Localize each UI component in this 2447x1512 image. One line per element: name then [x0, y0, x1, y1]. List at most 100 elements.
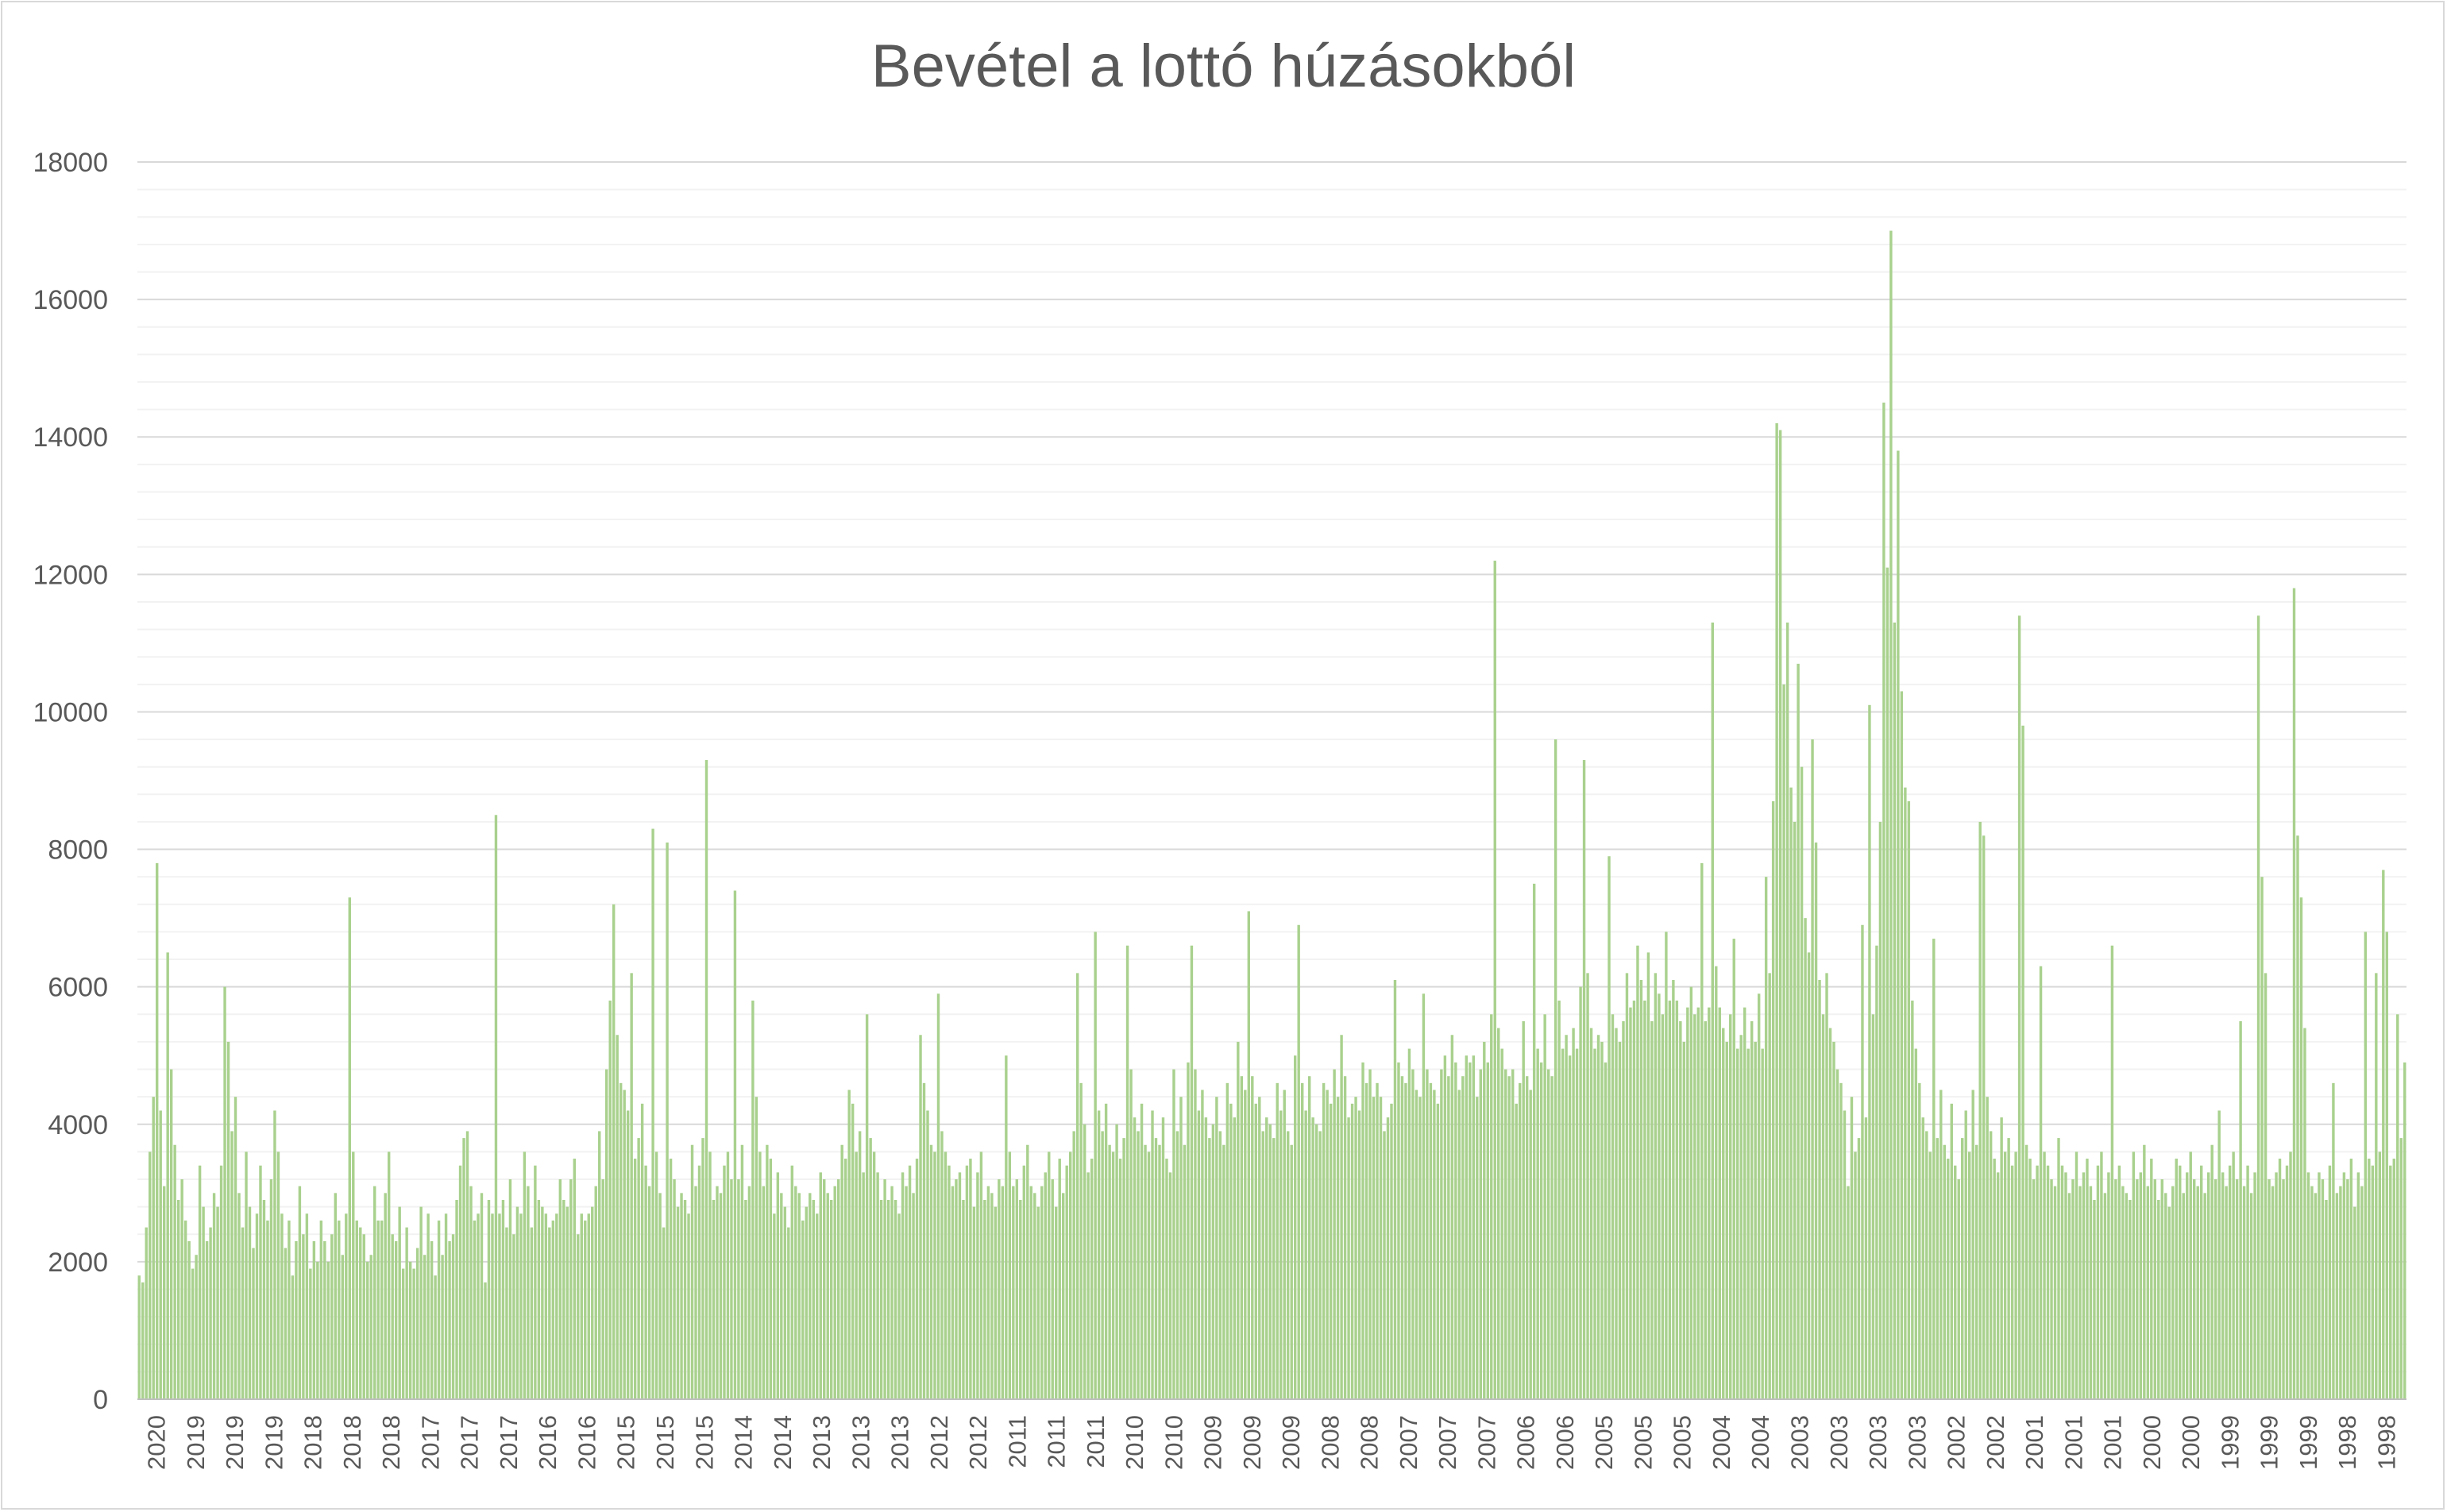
x-tick-label: 1999: [2216, 1415, 2244, 1470]
bar: [2256, 615, 2260, 1399]
bar: [2296, 835, 2299, 1399]
bar: [1968, 1151, 1971, 1399]
bar: [2171, 1186, 2175, 1399]
bar: [369, 1255, 372, 1399]
bar: [651, 828, 654, 1399]
bar: [1083, 1124, 1086, 1399]
bar: [415, 1248, 419, 1399]
bar: [2378, 1151, 2382, 1399]
bar: [1646, 952, 1650, 1399]
bar: [562, 1199, 565, 1399]
bar: [551, 1220, 555, 1399]
bar: [359, 1227, 362, 1399]
bar: [1297, 924, 1300, 1399]
bar: [1407, 1048, 1411, 1399]
bar: [1254, 1103, 1257, 1399]
bar: [2021, 725, 2024, 1399]
bar: [1608, 856, 1611, 1399]
bar: [198, 1165, 202, 1399]
bar: [191, 1268, 195, 1399]
bar: [1871, 1014, 1875, 1399]
bar: [897, 1213, 901, 1399]
bar: [1775, 422, 1778, 1399]
x-tick-label: 2009: [1238, 1415, 1266, 1470]
x-tick-label: 2014: [730, 1415, 758, 1470]
bar: [355, 1220, 358, 1399]
bar: [762, 1186, 766, 1399]
bar: [1118, 1159, 1122, 1399]
bar: [1750, 1020, 1754, 1399]
bar: [1151, 1110, 1154, 1399]
bar: [1068, 1151, 1072, 1399]
bar: [523, 1151, 527, 1399]
bar: [1878, 821, 1882, 1399]
bar: [1832, 1041, 1835, 1399]
bar: [1079, 1082, 1083, 1399]
bar: [2321, 1179, 2325, 1399]
bar: [933, 1151, 936, 1399]
bar: [1137, 1131, 1140, 1399]
x-tick-label: 2020: [143, 1415, 171, 1470]
bar: [958, 1172, 962, 1399]
bar: [836, 1179, 840, 1399]
bar: [1133, 1117, 1137, 1399]
bar: [940, 1131, 944, 1399]
bar: [2403, 1062, 2406, 1399]
bar: [230, 1131, 234, 1399]
bar: [1761, 1048, 1764, 1399]
bar: [1950, 1103, 1953, 1399]
bar: [241, 1227, 245, 1399]
bar: [1658, 993, 1661, 1399]
bar: [1839, 1082, 1843, 1399]
bar: [455, 1199, 458, 1399]
bar: [1283, 1090, 1286, 1399]
bar: [1465, 1055, 1469, 1399]
bar: [448, 1240, 451, 1399]
bar: [1086, 1172, 1090, 1399]
bar: [2228, 1165, 2232, 1399]
bar: [676, 1206, 680, 1399]
chart-title: Bevétel a lottó húzásokból: [870, 33, 1577, 100]
bar: [1051, 1179, 1054, 1399]
bar: [223, 986, 226, 1399]
bar: [1961, 1138, 1964, 1399]
bar: [1882, 402, 1885, 1399]
bar: [2389, 1165, 2392, 1399]
bar: [1044, 1172, 1047, 1399]
bar: [577, 1234, 580, 1399]
bar: [458, 1165, 462, 1399]
bar: [2036, 1165, 2039, 1399]
bar: [2196, 1186, 2199, 1399]
bar: [1743, 1007, 1746, 1399]
bar: [1111, 1151, 1115, 1399]
bar: [830, 1199, 833, 1399]
bar: [1350, 1103, 1354, 1399]
bar: [345, 1213, 348, 1399]
x-tick-label: 2003: [1903, 1415, 1931, 1470]
bar: [1665, 932, 1668, 1399]
bar: [1372, 1097, 1376, 1399]
bar: [1469, 1062, 1472, 1399]
bar: [1379, 1097, 1383, 1399]
bar: [2342, 1172, 2346, 1399]
bar: [1268, 1124, 1272, 1399]
x-tick-label: 2001: [2059, 1415, 2087, 1470]
x-tick-label: 2003: [1825, 1415, 1853, 1470]
bar: [1686, 1007, 1689, 1399]
x-tick-label: 2006: [1512, 1415, 1540, 1470]
bar: [769, 1159, 773, 1399]
bar: [469, 1186, 473, 1399]
bar: [423, 1255, 426, 1399]
bar: [2221, 1172, 2225, 1399]
x-tick-label: 2016: [573, 1415, 600, 1470]
bar: [2310, 1186, 2314, 1399]
bar: [855, 1151, 858, 1399]
bar: [252, 1248, 255, 1399]
bar: [1568, 1055, 1572, 1399]
bar: [929, 1144, 933, 1399]
bar: [2232, 1151, 2235, 1399]
bar: [2139, 1172, 2143, 1399]
bar: [922, 1082, 926, 1399]
bar: [869, 1138, 872, 1399]
bar: [605, 1069, 608, 1399]
